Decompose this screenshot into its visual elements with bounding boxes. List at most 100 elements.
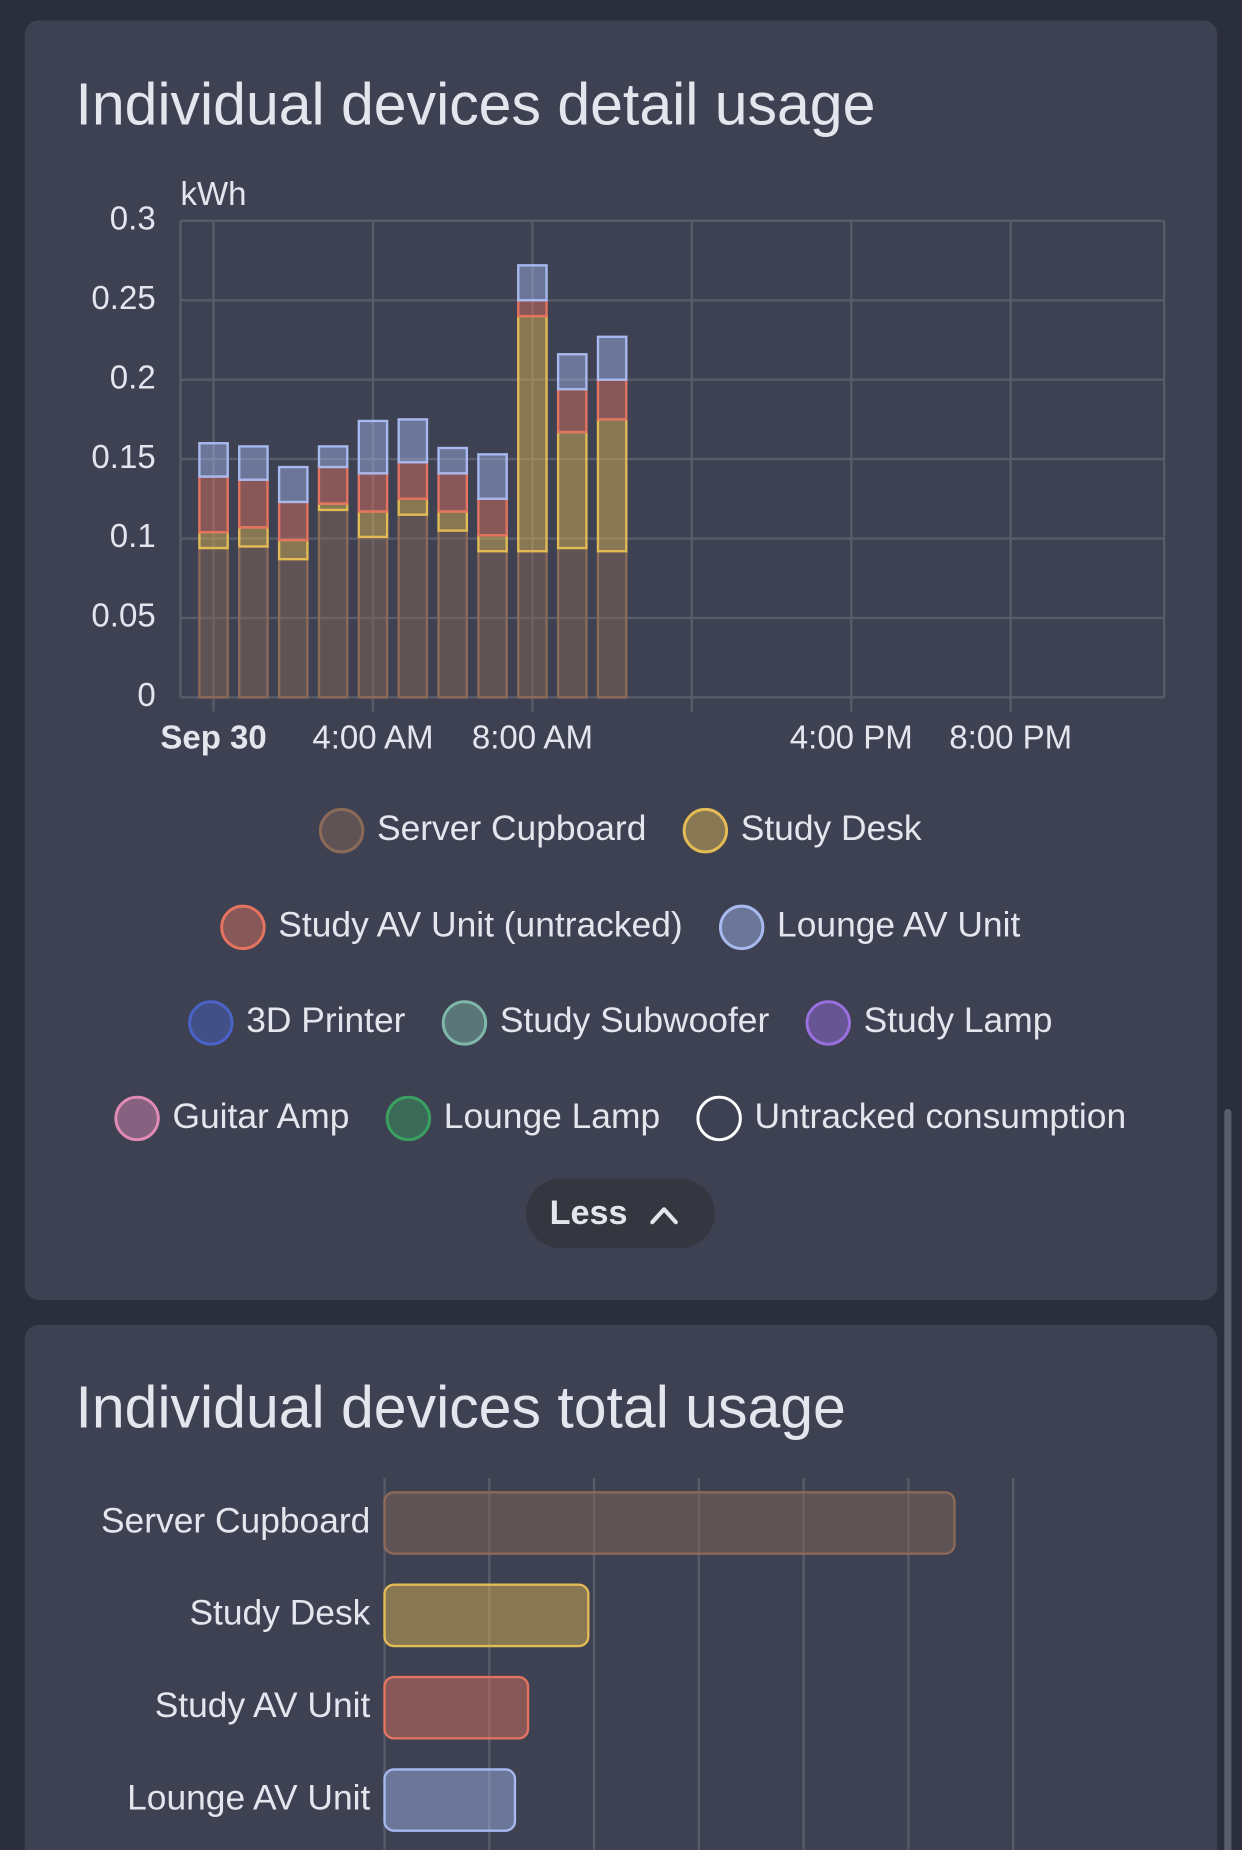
legend-swatch (682, 807, 729, 854)
card (24, 1324, 1218, 1850)
bar-segment (198, 530, 229, 550)
bar-segment (477, 497, 508, 537)
legend-item: Study Subwoofer (441, 1000, 770, 1046)
bar-segment (437, 446, 469, 475)
y-tick-label: 0.2 (110, 358, 156, 395)
legend-swatch (385, 1095, 432, 1142)
button-label[interactable]: Less (550, 1194, 628, 1232)
legend-item: 3D Printer (188, 1000, 406, 1046)
legend-item: Untracked consumption (696, 1095, 1127, 1142)
bar-segment (477, 550, 508, 699)
bar-segment (357, 535, 389, 699)
x-tick-label: 4:00 PM (790, 719, 913, 756)
legend-item: Study Desk (682, 807, 922, 854)
legend-label: Study Lamp (864, 1001, 1053, 1040)
bar-segment (357, 419, 389, 475)
bar-segment (596, 335, 628, 381)
y-tick-label: 0.15 (91, 438, 155, 475)
bar-segment (596, 550, 628, 699)
legend-swatch (696, 1095, 742, 1142)
legend-swatch (441, 1000, 488, 1046)
legend-label: Study AV Unit (untracked) (278, 906, 682, 945)
bar-segment (556, 353, 588, 391)
category-label: Study AV Unit (155, 1686, 371, 1725)
bar-segment (517, 299, 548, 318)
legend-label: 3D Printer (246, 1001, 405, 1040)
bar-segment (437, 510, 469, 532)
y-tick-label: 0.25 (91, 279, 155, 316)
bar-segment (397, 461, 429, 500)
chevron-icon[interactable] (650, 1207, 678, 1225)
y-tick-label: 0.05 (91, 597, 155, 634)
bar (383, 1583, 590, 1648)
bar-segment (477, 534, 508, 553)
bar-segment (317, 465, 349, 505)
bar-segment (397, 513, 429, 699)
legend-item: Lounge AV Unit (718, 904, 1020, 951)
card-title: Individual devices total usage (75, 1376, 845, 1441)
legend-item: Lounge Lamp (385, 1095, 660, 1142)
legend-item: Study AV Unit (untracked) (220, 904, 683, 951)
less-button[interactable]: Less (526, 1178, 715, 1249)
x-tick-label: 8:00 PM (949, 719, 1072, 756)
bar (383, 1768, 517, 1832)
legend-label: Lounge Lamp (444, 1097, 660, 1136)
legend-swatch (318, 807, 365, 854)
bar-segment (277, 557, 309, 699)
bar-segment (556, 430, 588, 550)
legend-label: Study Subwoofer (500, 1001, 770, 1040)
bar-segment (357, 472, 389, 513)
bar (383, 1491, 956, 1555)
bar-segment (596, 418, 628, 553)
bar-segment (198, 475, 229, 534)
legend-label: Study Desk (741, 809, 922, 848)
legend-swatch (718, 904, 765, 951)
category-label: Study Desk (189, 1594, 370, 1633)
button-bg[interactable] (526, 1178, 715, 1249)
scrollbar[interactable] (1224, 1109, 1232, 1850)
bar-segment (238, 545, 269, 699)
legend-item: Guitar Amp (114, 1095, 349, 1142)
legend-label: Server Cupboard (377, 809, 646, 848)
legend-item: Server Cupboard (318, 807, 646, 854)
legend-swatch (805, 1000, 851, 1046)
legend-label: Guitar Amp (172, 1097, 349, 1136)
bar-segment (198, 546, 229, 699)
bar-segment (317, 508, 349, 699)
card (24, 20, 1218, 1301)
y-tick-label: 0.3 (110, 200, 156, 237)
category-label: Server Cupboard (101, 1501, 370, 1540)
bar-segment (238, 445, 269, 481)
bar-segment (277, 538, 309, 561)
y-axis-label: kWh (180, 175, 246, 212)
bar-segment (238, 478, 269, 529)
bar-segment (277, 500, 309, 542)
legend-swatch (188, 1000, 234, 1046)
bar-segment (596, 378, 628, 421)
legend-item: Study Lamp (805, 1000, 1053, 1046)
x-tick-label: 4:00 AM (312, 719, 433, 756)
legend-swatch (114, 1095, 160, 1142)
bar-segment (357, 510, 389, 539)
bar (383, 1675, 530, 1740)
bar-segment (556, 546, 588, 699)
bar-segment (437, 472, 469, 513)
card-title: Individual devices detail usage (75, 72, 875, 137)
legend-label: Lounge AV Unit (777, 906, 1020, 945)
category-label: Lounge AV Unit (127, 1778, 370, 1817)
bar-segment (397, 418, 429, 464)
y-tick-label: 0.1 (110, 517, 156, 554)
legend-label: Untracked consumption (755, 1097, 1127, 1136)
bar-segment (317, 445, 349, 469)
bar-segment (238, 526, 269, 548)
x-tick-label: Sep 30 (160, 719, 266, 756)
bar-segment (556, 388, 588, 434)
bar-segment (517, 264, 548, 302)
bar-segment (477, 453, 508, 500)
y-tick-label: 0 (137, 676, 155, 713)
bar-segment (437, 529, 469, 699)
bar-segment (198, 442, 229, 478)
x-tick-label: 8:00 AM (472, 719, 593, 756)
